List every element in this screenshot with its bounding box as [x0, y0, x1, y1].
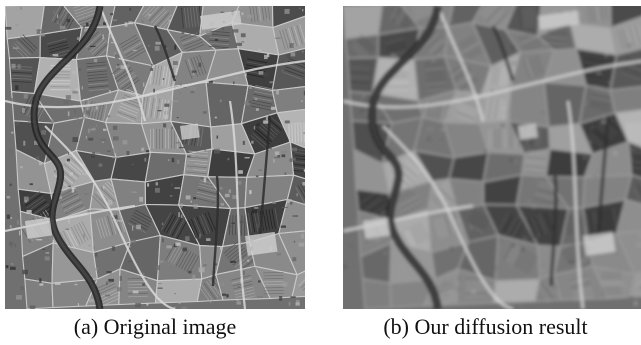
diffusion-result-image: [343, 6, 641, 309]
original-aerial-image: [5, 6, 305, 309]
caption-original-image: (a) Original image: [73, 314, 237, 339]
diffusion-result-panel: [343, 6, 641, 309]
caption-diffusion-result: (b) Our diffusion result: [383, 314, 588, 339]
original-image-panel: [5, 6, 305, 309]
